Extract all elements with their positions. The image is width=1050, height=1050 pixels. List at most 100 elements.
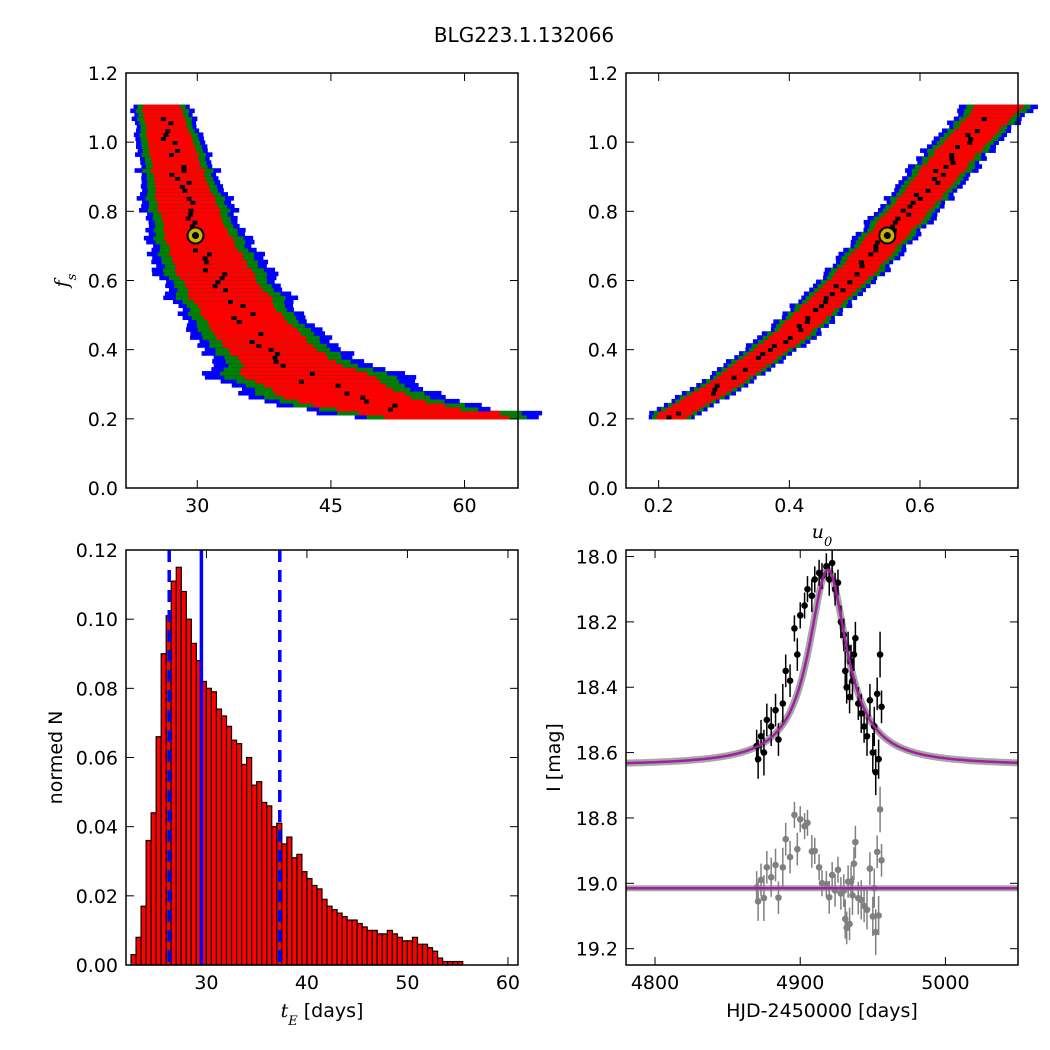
histogram-bar: [246, 756, 253, 966]
y-tick-label: 18.4: [576, 677, 618, 699]
heatmap-cell-inner: [185, 283, 261, 289]
best-sample-cell: [202, 255, 208, 261]
heatmap-cell-inner: [784, 319, 824, 324]
histogram-bar: [426, 947, 434, 966]
histogram-bar: [175, 566, 182, 966]
residual-point: [757, 876, 765, 884]
heatmap-cell-inner: [169, 251, 243, 257]
data-point: [843, 683, 850, 691]
best-sample-cell: [236, 319, 242, 324]
histogram-bar: [301, 871, 308, 966]
heatmap-cell-inner: [152, 164, 201, 169]
data-point: [794, 651, 801, 658]
best-sample-cell: [212, 283, 218, 289]
heatmap-cell-inner: [772, 331, 811, 336]
data-point: [767, 723, 775, 730]
residual-point: [779, 864, 787, 871]
residual-point: [796, 815, 804, 823]
histogram-bar: [341, 915, 348, 966]
best-sample-cell: [859, 263, 865, 269]
heatmap-cell-inner: [272, 386, 393, 392]
residual-point: [823, 880, 830, 888]
heatmap-cell-inner: [200, 307, 276, 313]
best-sample-cell: [818, 303, 824, 309]
y-tick-label: 18.2: [576, 612, 618, 634]
best-sample-cell: [168, 152, 174, 157]
residual-point: [873, 848, 881, 856]
heatmap-cell-inner: [274, 390, 405, 396]
best-sample-cell: [742, 367, 748, 372]
y-tick-label: 0.0: [88, 478, 118, 500]
heatmap-cell-inner: [658, 410, 693, 416]
y-tick-label: 0.0: [588, 478, 618, 500]
x-axis-label: u0: [812, 521, 833, 550]
best-sample-cell: [873, 247, 879, 253]
data-point: [860, 723, 868, 730]
histogram-bar: [316, 888, 323, 966]
best-sample-cell: [388, 406, 394, 412]
heatmap-cell-inner: [170, 247, 239, 253]
heatmap-cell-inner: [934, 152, 976, 157]
best-sample-cell: [280, 363, 286, 368]
residual-point: [878, 856, 885, 864]
best-sample-cell: [892, 219, 898, 225]
histogram-bar: [266, 805, 273, 966]
best-sample-cell: [268, 347, 274, 352]
data-point: [775, 736, 782, 743]
best-sample-cell: [796, 323, 802, 328]
heatmap-cell-inner: [685, 394, 720, 400]
heatmap-cell-inner: [960, 120, 1008, 126]
residual-point: [794, 845, 801, 853]
residual-point: [841, 915, 849, 923]
best-sample-cell: [783, 339, 789, 344]
best-sample-cell: [917, 196, 923, 201]
heatmap-cell-inner: [175, 263, 248, 269]
data-point: [850, 651, 858, 658]
heatmap-cell-inner: [880, 215, 924, 221]
data-point: [841, 667, 849, 675]
heatmap-cell-inner: [943, 140, 988, 145]
best-sample-cell: [910, 200, 916, 205]
residual-point: [782, 835, 790, 843]
x-tick-label: 5000: [921, 972, 969, 994]
residual-point: [825, 893, 833, 901]
data-point: [804, 585, 811, 593]
residual-point: [876, 806, 884, 813]
data-point: [854, 700, 862, 707]
best-sample-cell: [804, 319, 810, 324]
heatmap-cell-inner: [971, 108, 1020, 114]
histogram-bar: [406, 940, 414, 966]
data-point: [782, 667, 790, 675]
heatmap-cell-inner: [194, 299, 273, 305]
best-sample-cell: [240, 303, 246, 309]
histogram-bar: [346, 919, 353, 966]
histogram-bar: [150, 812, 157, 966]
heatmap-cell-inner: [939, 144, 984, 149]
heatmap-cell-inner: [161, 215, 222, 221]
histogram-bar: [210, 691, 218, 966]
heatmap-cell-inner: [845, 259, 884, 265]
best-sample-cell: [360, 394, 366, 400]
y-tick-label: 0.02: [76, 886, 118, 908]
best-sample-cell: [875, 239, 880, 245]
heatmap-cell-inner: [298, 398, 426, 404]
heatmap-cell-inner: [188, 295, 273, 301]
best-sample-cell: [172, 140, 178, 145]
heatmap-cell-inner: [209, 323, 293, 328]
residual-point: [869, 913, 877, 920]
best-sample-cell: [906, 211, 912, 217]
best-sample-cell: [192, 219, 198, 225]
histogram-bar: [296, 853, 303, 966]
best-sample-cell: [858, 259, 864, 265]
best-sample-cell: [186, 196, 192, 201]
heatmap-cell-inner: [200, 311, 282, 316]
best-sample-cell: [854, 271, 860, 277]
best-sample-cell: [787, 335, 793, 340]
data-point: [786, 677, 794, 685]
x-tick-label: 0.6: [905, 495, 935, 517]
histogram-bar: [306, 877, 313, 966]
best-sample-cell: [219, 275, 225, 281]
y-tick-label: 0.10: [76, 609, 118, 631]
x-tick-label: 4800: [631, 972, 679, 994]
heatmap-cell-inner: [768, 335, 806, 340]
